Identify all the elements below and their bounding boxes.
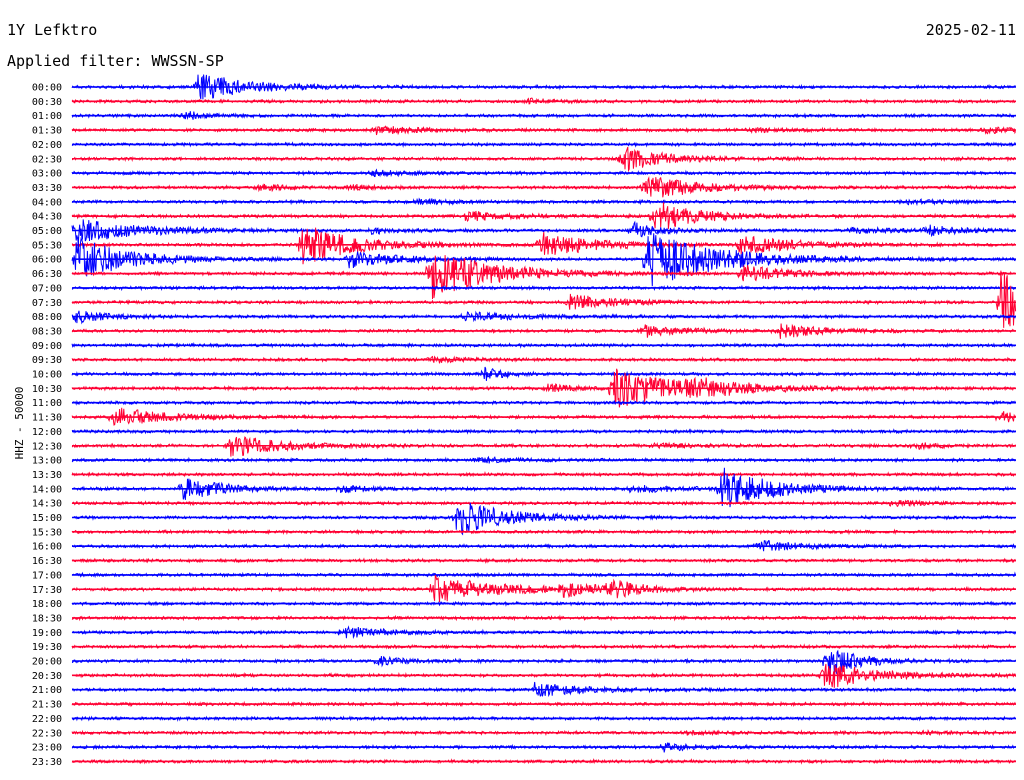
row-tick-label: 11:30 bbox=[32, 413, 62, 424]
row-tick-label: 00:00 bbox=[32, 83, 62, 94]
row-tick-label: 20:30 bbox=[32, 671, 62, 682]
row-tick-label: 22:30 bbox=[32, 728, 62, 739]
row-tick-label: 02:00 bbox=[32, 140, 62, 151]
row-tick-label: 16:00 bbox=[32, 542, 62, 553]
row-tick-label: 09:00 bbox=[32, 341, 62, 352]
row-tick-label: 19:30 bbox=[32, 642, 62, 653]
row-tick-label: 02:30 bbox=[32, 154, 62, 165]
row-tick-label: 13:00 bbox=[32, 456, 62, 467]
row-tick-label: 18:30 bbox=[32, 613, 62, 624]
row-tick-label: 04:00 bbox=[32, 197, 62, 208]
row-tick-label: 20:00 bbox=[32, 657, 62, 668]
row-tick-label: 15:30 bbox=[32, 527, 62, 538]
trace-row bbox=[71, 502, 1016, 536]
row-tick-label: 13:30 bbox=[32, 470, 62, 481]
row-tick-label: 10:00 bbox=[32, 370, 62, 381]
row-tick-label: 01:00 bbox=[32, 111, 62, 122]
row-tick-label: 22:00 bbox=[32, 714, 62, 725]
trace-row bbox=[71, 649, 1017, 678]
filter-label: Applied filter: WWSSN-SP bbox=[7, 52, 224, 70]
row-tick-label: 14:30 bbox=[32, 499, 62, 510]
row-tick-label: 03:00 bbox=[32, 169, 62, 180]
row-tick-label: 12:00 bbox=[32, 427, 62, 438]
row-tick-label: 21:30 bbox=[32, 700, 62, 711]
row-tick-label: 08:30 bbox=[32, 326, 62, 337]
row-tick-label: 01:30 bbox=[32, 126, 62, 137]
row-tick-label: 09:30 bbox=[32, 355, 62, 366]
row-tick-label: 23:30 bbox=[32, 757, 62, 768]
row-tick-label: 06:30 bbox=[32, 269, 62, 280]
row-tick-label: 05:30 bbox=[32, 240, 62, 251]
trace-row bbox=[71, 270, 1017, 328]
station-title: 1Y Lefktro bbox=[7, 21, 98, 39]
row-tick-label: 11:00 bbox=[32, 398, 62, 409]
row-tick-label: 17:00 bbox=[32, 570, 62, 581]
row-tick-label: 19:00 bbox=[32, 628, 62, 639]
row-tick-label: 04:30 bbox=[32, 212, 62, 223]
row-tick-label: 16:30 bbox=[32, 556, 62, 567]
row-tick-label: 15:00 bbox=[32, 513, 62, 524]
row-tick-label: 06:00 bbox=[32, 255, 62, 266]
row-tick-label: 08:00 bbox=[32, 312, 62, 323]
row-tick-label: 03:30 bbox=[32, 183, 62, 194]
trace-row bbox=[71, 467, 1016, 508]
row-tick-label: 10:30 bbox=[32, 384, 62, 395]
row-tick-label: 07:00 bbox=[32, 283, 62, 294]
row-tick-label: 05:00 bbox=[32, 226, 62, 237]
row-tick-label: 21:00 bbox=[32, 685, 62, 696]
row-tick-label: 18:00 bbox=[32, 599, 62, 610]
row-tick-label: 17:30 bbox=[32, 585, 62, 596]
trace-row bbox=[71, 436, 1017, 457]
row-tick-label: 00:30 bbox=[32, 97, 62, 108]
date-label: 2025-02-11 bbox=[925, 21, 1016, 39]
row-tick-label: 07:30 bbox=[32, 298, 62, 309]
row-tick-label: 12:30 bbox=[32, 441, 62, 452]
row-tick-label: 23:00 bbox=[32, 743, 62, 754]
row-tick-label: 14:00 bbox=[32, 484, 62, 495]
